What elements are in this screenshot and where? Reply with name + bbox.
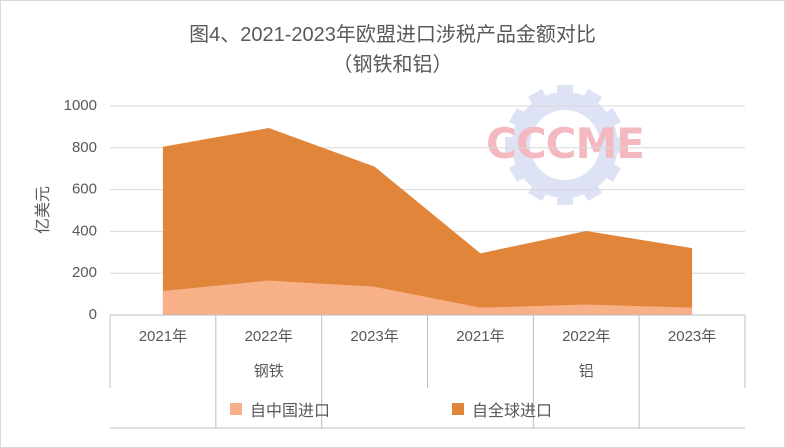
axes xyxy=(109,314,746,429)
x-tick-label: 2022年 xyxy=(562,328,610,345)
y-tick-label: 400 xyxy=(72,222,97,239)
x-tick-label: 2023年 xyxy=(350,328,398,345)
legend-label-china: 自中国进口 xyxy=(250,403,331,420)
area-china-imports xyxy=(162,280,693,315)
watermark-text: CCCME xyxy=(486,119,644,168)
chart-subtitle: （钢铁和铝） xyxy=(332,54,453,76)
legend-swatch-china xyxy=(230,403,242,415)
chart-areas xyxy=(162,127,693,315)
x-tick-label: 2022年 xyxy=(245,328,293,345)
legend-item-china: 自中国进口 xyxy=(230,398,330,420)
x-tick-label: 2021年 xyxy=(139,328,187,345)
y-tick-label: 0 xyxy=(89,306,97,323)
y-tick-label: 1000 xyxy=(64,97,97,114)
y-axis-label: 亿美元 xyxy=(34,186,52,234)
y-tick-label: 200 xyxy=(72,264,97,281)
group-label: 钢铁 xyxy=(254,363,284,380)
group-label: 铝 xyxy=(579,363,594,380)
legend-swatch-global xyxy=(452,403,464,415)
legend-label-global: 自全球进口 xyxy=(472,403,553,420)
x-tick-label: 2023年 xyxy=(668,328,716,345)
y-tick-labels: 0 200 400 600 800 1000 xyxy=(64,97,97,323)
area-global-imports xyxy=(162,127,693,315)
y-tick-label: 600 xyxy=(72,181,97,198)
x-tick-label: 2021年 xyxy=(456,328,504,345)
legend-item-global: 自全球进口 xyxy=(452,398,552,420)
chart-title: 图4、2021-2023年欧盟进口涉税产品金额对比 xyxy=(189,24,596,46)
cccme-watermark-logo: CCCME xyxy=(486,85,645,205)
y-tick-label: 800 xyxy=(72,139,97,156)
